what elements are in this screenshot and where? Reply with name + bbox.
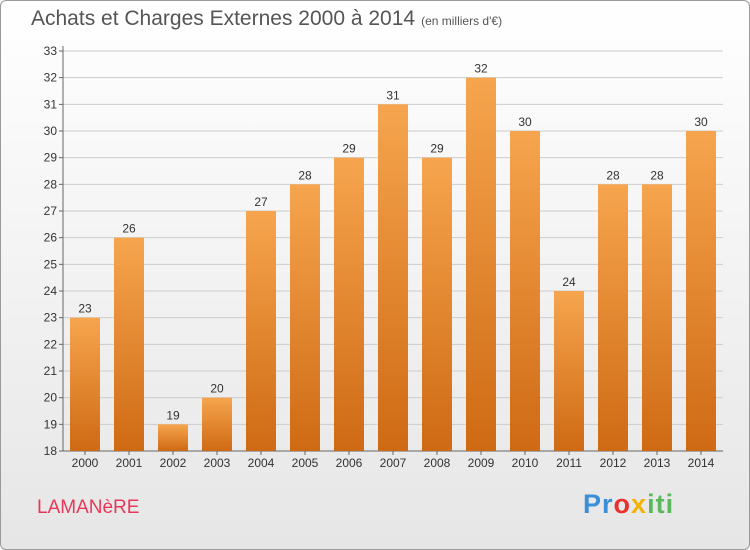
x-tick-label-2011: 2011 (556, 456, 582, 470)
bar-2005 (290, 184, 320, 452)
x-tick-label-2009: 2009 (468, 456, 495, 470)
y-tick-label: 29 (44, 151, 58, 165)
bars (70, 77, 716, 452)
logo-letter: x (631, 489, 648, 519)
y-tick-label: 20 (44, 391, 58, 405)
value-label-2000: 23 (78, 302, 92, 316)
bar-2006 (334, 157, 364, 451)
bar-2002 (158, 424, 188, 451)
value-label-2006: 29 (342, 142, 356, 156)
value-label-2014: 30 (694, 115, 708, 129)
logo-letter: t (655, 489, 666, 519)
x-tick-label-2004: 2004 (248, 456, 275, 470)
y-tick-label: 18 (44, 444, 58, 458)
y-tick-label: 25 (44, 257, 58, 271)
bar-2010 (510, 131, 540, 451)
logo-letter: o (613, 489, 632, 519)
y-tick-label: 31 (44, 97, 58, 111)
labels: 18 19 20 21 22 23 24 25 26 27 28 29 30 31 32 33 23 2000 26… (44, 44, 715, 470)
chart-title-text: Achats et Charges Externes 2000 à 2014 (31, 7, 416, 30)
bar-2004 (246, 211, 276, 451)
x-tick-label-2002: 2002 (160, 456, 187, 470)
commune-name: LAMANèRE (37, 497, 140, 518)
y-tick-label: 33 (44, 44, 58, 58)
logo-letter: P (583, 489, 603, 519)
y-tick-label: 21 (44, 364, 58, 378)
bar-2008 (422, 157, 452, 451)
y-tick-label: 26 (44, 231, 58, 245)
value-label-2004: 27 (254, 195, 268, 209)
x-tick-label-2014: 2014 (688, 456, 715, 470)
y-tick-label: 22 (44, 337, 58, 351)
bar-2013 (642, 184, 672, 452)
x-tick-label-2010: 2010 (512, 456, 539, 470)
value-label-2010: 30 (518, 115, 532, 129)
proxiti-logo[interactable]: Proxiti (583, 489, 674, 520)
x-tick-label-2005: 2005 (292, 456, 319, 470)
y-tick-label: 28 (44, 177, 58, 191)
x-tick-label-2013: 2013 (644, 456, 671, 470)
value-label-2005: 28 (298, 168, 312, 182)
logo-letter: i (647, 489, 656, 519)
value-label-2007: 31 (386, 88, 400, 102)
chart-title: Achats et Charges Externes 2000 à 2014 (e… (31, 7, 502, 31)
value-label-2013: 28 (650, 168, 664, 182)
y-tick-label: 32 (44, 71, 58, 85)
bar-2011 (554, 291, 584, 451)
bar-2000 (70, 317, 100, 451)
x-tick-label-2006: 2006 (336, 456, 363, 470)
y-tick-label: 24 (44, 284, 58, 298)
value-label-2009: 32 (474, 62, 488, 76)
y-tick-label: 30 (44, 124, 58, 138)
y-tick-label: 23 (44, 311, 58, 325)
x-tick-label-2001: 2001 (116, 456, 143, 470)
x-tick-label-2007: 2007 (380, 456, 407, 470)
bar-2009 (466, 77, 496, 452)
value-label-2002: 19 (166, 408, 180, 422)
bar-2014 (686, 131, 716, 451)
x-tick-label-2008: 2008 (424, 456, 451, 470)
logo-letter: i (665, 489, 675, 519)
y-tick-label: 27 (44, 204, 58, 218)
bar-2003 (202, 397, 232, 451)
bar-2007 (378, 104, 408, 451)
x-tick-label-2000: 2000 (72, 456, 99, 470)
value-label-2012: 28 (606, 168, 620, 182)
value-label-2008: 29 (430, 142, 444, 156)
chart-title-unit: (en milliers d'€) (421, 14, 503, 28)
value-label-2011: 24 (562, 275, 576, 289)
logo-letter: r (602, 489, 614, 519)
bar-2001 (114, 237, 144, 451)
y-tick-label: 19 (44, 417, 58, 431)
bar-2012 (598, 184, 628, 452)
x-tick-label-2003: 2003 (204, 456, 231, 470)
value-label-2001: 26 (122, 222, 136, 236)
x-tick-label-2012: 2012 (600, 456, 627, 470)
value-label-2003: 20 (210, 382, 224, 396)
